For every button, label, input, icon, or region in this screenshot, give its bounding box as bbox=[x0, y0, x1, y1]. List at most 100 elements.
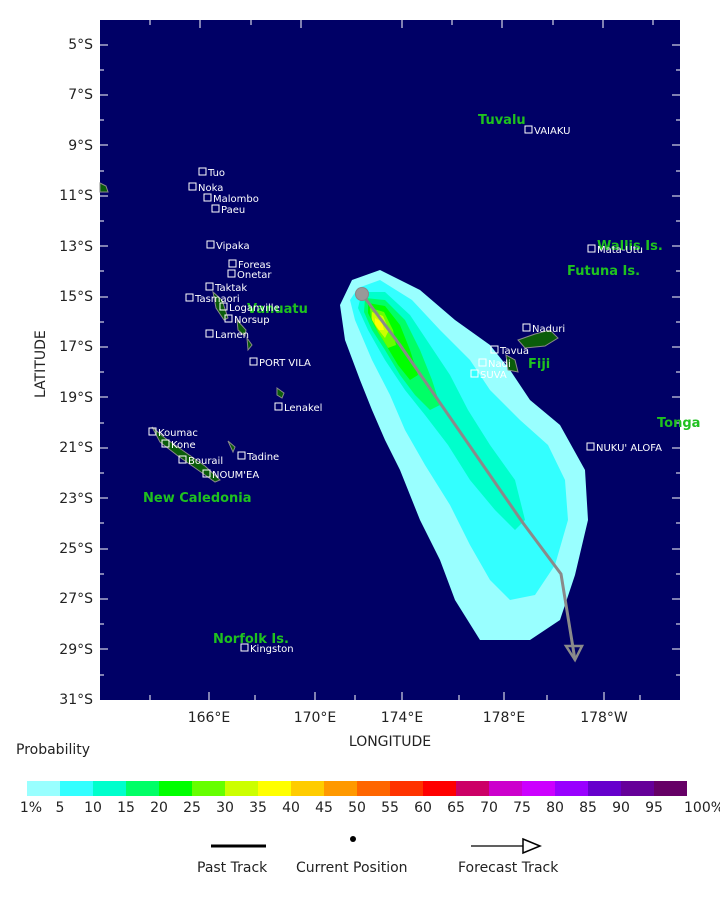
lat-tick-label: 27°S bbox=[59, 591, 93, 608]
place-marker: Tadine bbox=[237, 451, 279, 463]
lon-tick-label: 174°E bbox=[380, 710, 424, 726]
place-label: NOUM'EA bbox=[212, 470, 259, 481]
lon-ticks bbox=[149, 20, 654, 700]
place-square-icon bbox=[148, 427, 157, 436]
place-square-icon bbox=[522, 323, 531, 332]
lat-ticks bbox=[100, 44, 680, 676]
current-position-marker bbox=[355, 287, 369, 301]
forecast-track-label: Forecast Track bbox=[458, 860, 559, 876]
place-square-icon bbox=[249, 357, 258, 366]
place-label: SUVA bbox=[480, 370, 507, 381]
place-marker: Onetar bbox=[227, 269, 272, 281]
place-label: Noka bbox=[198, 183, 223, 194]
lat-tick-label: 31°S bbox=[59, 692, 93, 709]
colorbar-swatch bbox=[291, 781, 324, 796]
region-label: Tonga bbox=[657, 416, 700, 431]
colorbar-tick-label: 20 bbox=[150, 800, 168, 816]
colorbar-swatch bbox=[225, 781, 258, 796]
place-marker: Tasmaori bbox=[185, 293, 240, 305]
place-marker: Loganville bbox=[219, 302, 280, 314]
place-marker: Taktak bbox=[205, 282, 247, 294]
place-marker: Koumac bbox=[148, 427, 198, 439]
colorbar-tick-label: 1% bbox=[19, 800, 43, 816]
place-label: PORT VILA bbox=[259, 358, 311, 369]
place-label: Taktak bbox=[214, 283, 247, 294]
past-track-label: Past Track bbox=[197, 860, 268, 876]
place-square-icon bbox=[470, 369, 479, 378]
place-label: Loganville bbox=[229, 303, 280, 314]
place-label: Nadi bbox=[488, 359, 511, 370]
colorbar-swatch bbox=[555, 781, 588, 796]
lat-tick-label: 19°S bbox=[59, 389, 93, 406]
colorbar-tick-label: 70 bbox=[480, 800, 498, 816]
colorbar-tick-label: 5 bbox=[55, 800, 65, 816]
colorbar-swatch bbox=[390, 781, 423, 796]
place-marker: Naduri bbox=[522, 323, 565, 335]
lat-tick-label: 5°S bbox=[68, 37, 93, 53]
place-square-icon bbox=[219, 302, 228, 311]
probability-colorbar bbox=[27, 781, 687, 796]
place-square-icon bbox=[161, 439, 170, 448]
colorbar-swatch bbox=[60, 781, 93, 796]
place-label: Koumac bbox=[158, 428, 198, 439]
colorbar-swatch bbox=[126, 781, 159, 796]
place-marker: Tavua bbox=[490, 345, 529, 357]
place-square-icon bbox=[185, 293, 194, 302]
place-label: Bourail bbox=[188, 456, 223, 467]
place-square-icon bbox=[237, 451, 246, 460]
lat-tick-label: 17°S bbox=[59, 339, 93, 356]
place-label: VAIAKU bbox=[534, 126, 570, 137]
colorbar-end-label: 100% bbox=[684, 800, 720, 816]
colorbar-swatch bbox=[423, 781, 456, 796]
colorbar-tick-label: 80 bbox=[546, 800, 564, 816]
place-square-icon bbox=[198, 167, 207, 176]
place-marker: Paeu bbox=[211, 204, 245, 216]
lat-tick-label: 11°S bbox=[59, 188, 93, 205]
lat-tick-label: 13°S bbox=[59, 238, 93, 255]
forecast-track-line bbox=[360, 293, 577, 661]
colorbar-tick-label: 65 bbox=[447, 800, 465, 816]
region-label: Wallis Is. bbox=[597, 239, 663, 254]
place-marker: Lamen bbox=[205, 329, 249, 341]
lat-tick-label: 15°S bbox=[59, 289, 93, 305]
lon-tick-label: 178°E bbox=[482, 710, 526, 726]
colorbar-tick-label: 10 bbox=[84, 800, 102, 816]
place-square-icon bbox=[240, 643, 249, 652]
place-label: Tasmaori bbox=[194, 294, 240, 305]
place-marker: SUVA bbox=[470, 369, 507, 381]
colorbar-tick-label: 30 bbox=[216, 800, 234, 816]
place-label: NUKU' ALOFA bbox=[596, 443, 662, 454]
place-square-icon bbox=[203, 193, 212, 202]
place-marker: Malombo bbox=[203, 193, 259, 205]
colorbar-tick-label: 90 bbox=[612, 800, 630, 816]
place-square-icon bbox=[188, 182, 197, 191]
place-label: Malombo bbox=[213, 194, 259, 205]
place-marker: NUKU' ALOFA bbox=[586, 442, 662, 454]
colorbar-swatch bbox=[93, 781, 126, 796]
region-label: Norfolk Is. bbox=[213, 632, 289, 647]
colorbar-swatch bbox=[27, 781, 60, 796]
place-label: Tuo bbox=[207, 168, 225, 179]
colorbar-swatch bbox=[621, 781, 654, 796]
colorbar-swatch bbox=[654, 781, 687, 796]
colorbar-tick-label: 55 bbox=[381, 800, 399, 816]
place-square-icon bbox=[490, 345, 499, 354]
place-label: Kone bbox=[171, 440, 196, 451]
colorbar-swatch bbox=[357, 781, 390, 796]
place-marker: Mata-Utu bbox=[587, 244, 643, 256]
place-label: Paeu bbox=[221, 205, 245, 216]
place-label: Naduri bbox=[532, 324, 565, 335]
place-label: Tadine bbox=[246, 452, 279, 463]
lat-tick-label: 21°S bbox=[59, 440, 93, 457]
current-position-label: Current Position bbox=[296, 860, 408, 876]
colorbar-swatch bbox=[324, 781, 357, 796]
lat-tick-label: 25°S bbox=[59, 541, 93, 557]
place-label: Norsup bbox=[234, 315, 270, 326]
lat-tick-label: 23°S bbox=[59, 490, 93, 507]
colorbar-swatch bbox=[489, 781, 522, 796]
place-square-icon bbox=[587, 244, 596, 253]
place-marker: Nadi bbox=[478, 358, 511, 370]
place-marker: VAIAKU bbox=[524, 125, 570, 137]
place-label: Mata-Utu bbox=[597, 245, 643, 256]
